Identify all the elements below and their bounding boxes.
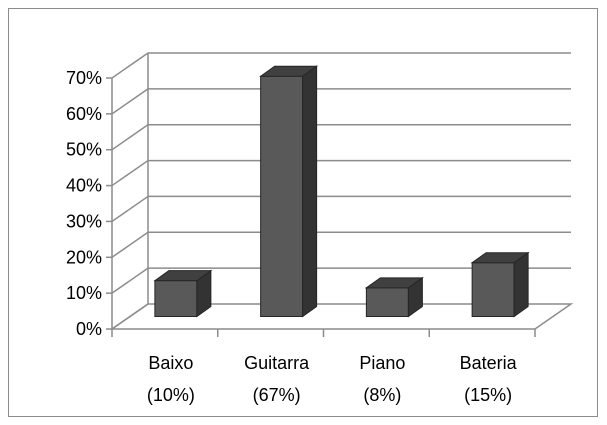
- gridline-side: [111, 124, 149, 151]
- gridline-side: [111, 231, 149, 258]
- y-tick-label: 30%: [66, 211, 102, 231]
- bar-top: [364, 277, 424, 289]
- x-category-sublabel: (15%): [464, 385, 512, 405]
- x-axis-category-labels: Baixo (10%) Guitarra (67%) Piano (8%) Bateria (…: [147, 353, 518, 405]
- y-tick-label: 50%: [66, 140, 102, 160]
- bar-top: [153, 270, 213, 282]
- x-category-label: Guitarra: [244, 353, 310, 373]
- bar-top: [470, 252, 530, 264]
- x-category-sublabel: (8%): [363, 385, 401, 405]
- bar-side: [513, 251, 529, 318]
- y-tick-label: 10%: [66, 283, 102, 303]
- y-tick-label: 60%: [66, 104, 102, 124]
- bar-side: [302, 65, 318, 318]
- bar-front: [154, 280, 198, 317]
- gridline-side: [111, 267, 149, 294]
- y-tick-label: 70%: [66, 68, 102, 88]
- x-category-label: Bateria: [460, 353, 518, 373]
- gridline-side: [111, 159, 149, 187]
- chart-floor: [109, 303, 574, 330]
- y-tick-label: 40%: [66, 176, 102, 196]
- y-axis-tick-labels: 0% 10% 20% 30% 40% 50% 60% 70%: [66, 68, 102, 339]
- gridline-side: [111, 52, 149, 79]
- bar-baixo: [153, 269, 213, 318]
- bar-front: [365, 287, 409, 318]
- y-tick-label: 20%: [66, 247, 102, 267]
- gridline-side: [111, 195, 149, 223]
- y-tick-label: 0%: [76, 319, 102, 339]
- bar-piano: [364, 276, 424, 318]
- x-category-label: Piano: [359, 353, 405, 373]
- bars: [153, 65, 530, 318]
- bar-front: [260, 75, 304, 317]
- bar-front: [471, 262, 515, 318]
- bar-guitarra: [259, 65, 319, 318]
- x-category-label: Baixo: [148, 353, 193, 373]
- axes: [106, 53, 574, 337]
- bar-top: [259, 65, 319, 77]
- bar-bateria: [470, 251, 530, 318]
- x-category-sublabel: (67%): [253, 385, 301, 405]
- x-category-sublabel: (10%): [147, 385, 195, 405]
- gridline-side: [111, 88, 149, 115]
